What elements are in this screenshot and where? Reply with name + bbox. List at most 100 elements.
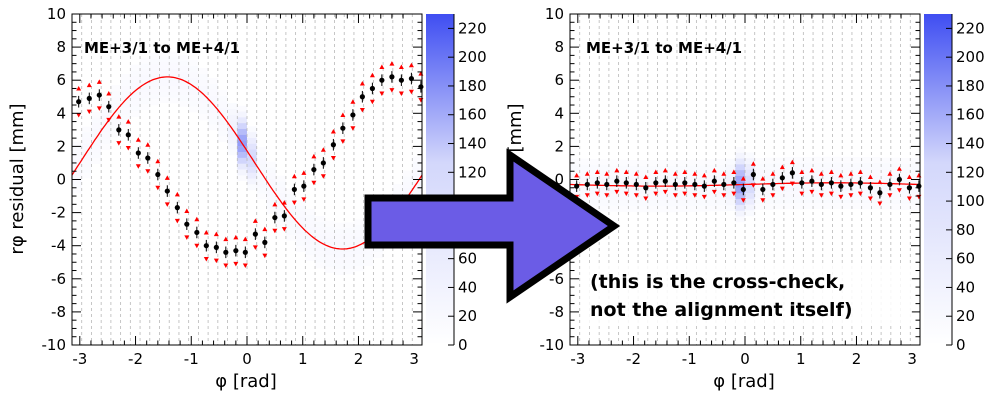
density-cell (315, 257, 325, 263)
upper-bound-marker (389, 61, 395, 66)
data-point (672, 181, 678, 188)
density-cell (833, 203, 843, 209)
density-cell (755, 164, 765, 170)
x-tick-label: -2 (626, 350, 641, 368)
x-tick-label: -1 (184, 350, 199, 368)
density-cell (852, 197, 862, 203)
density-cell (208, 78, 218, 84)
upper-bound-marker (281, 200, 287, 205)
density-cell (354, 237, 364, 243)
upper-bound-marker (574, 172, 580, 178)
upper-bound-marker (721, 171, 727, 176)
lower-bound-marker (779, 186, 785, 192)
density-cell (237, 123, 247, 129)
density-cell (648, 160, 658, 166)
density-cell (198, 103, 208, 109)
density-cell (687, 160, 697, 166)
density-cell (82, 167, 92, 173)
density-cell (296, 205, 306, 211)
density-cell (891, 158, 901, 164)
density-cell (696, 165, 706, 171)
density-cell (169, 98, 179, 104)
density-cell (735, 158, 745, 165)
density-cell (305, 215, 315, 221)
lower-bound-marker (418, 98, 424, 103)
density-cell (609, 200, 619, 206)
density-cell (286, 235, 296, 241)
density-cell (169, 69, 179, 75)
density-cell (247, 172, 257, 179)
upper-bound-marker (740, 176, 746, 181)
density-cell (784, 198, 794, 204)
density-cell (403, 171, 413, 177)
density-cell (774, 204, 784, 210)
density-cell (266, 173, 276, 179)
panel-title: ME+3/1 to ME+4/1 (586, 39, 742, 57)
x-tick-label: -2 (128, 350, 143, 368)
density-cell (140, 63, 150, 69)
data-point (86, 95, 92, 102)
density-cell (150, 88, 160, 94)
density-cell (160, 68, 170, 74)
upper-bound-marker (311, 153, 317, 159)
density-cell (658, 206, 668, 212)
density-cell (745, 187, 755, 194)
density-cell (140, 104, 150, 110)
density-cell (599, 200, 609, 206)
data-point (857, 180, 863, 186)
density-cell (335, 269, 345, 275)
density-cell (628, 206, 638, 212)
density-cell (257, 194, 267, 200)
density-cell (735, 170, 745, 176)
lower-bound-marker (740, 198, 746, 203)
density-cell (599, 159, 609, 165)
density-cell (784, 204, 794, 210)
lower-bound-marker (643, 196, 649, 202)
density-cell (160, 63, 170, 69)
density-cell (179, 89, 189, 95)
y-tick-label: 2 (554, 137, 564, 155)
data-point (692, 181, 698, 188)
density-cell (609, 194, 619, 200)
density-cell (364, 254, 374, 260)
density-cell (794, 203, 804, 209)
density-cell (237, 157, 247, 164)
density-cell (862, 203, 872, 209)
x-tick-label: -1 (682, 350, 697, 368)
density-cell (725, 176, 736, 182)
data-point (604, 181, 610, 188)
density-cell (82, 132, 92, 138)
upper-bound-marker (682, 169, 688, 175)
density-cell (179, 72, 189, 78)
density-cell (121, 109, 131, 115)
lower-bound-marker (86, 109, 92, 115)
upper-bound-marker (174, 191, 180, 197)
density-cell (130, 76, 140, 82)
density-cell (315, 262, 325, 268)
density-cell (354, 254, 364, 260)
upper-bound-marker (614, 167, 620, 173)
density-cell (198, 109, 208, 115)
density-cell (862, 169, 872, 175)
density-cell (735, 187, 745, 194)
lower-bound-marker (213, 258, 219, 264)
colorbar-tick-label: 0 (956, 336, 966, 354)
upper-bound-marker (213, 231, 219, 237)
density-cell (101, 109, 111, 115)
density-cell (315, 251, 325, 257)
density-cell (638, 160, 648, 166)
density-cell (764, 163, 774, 169)
density-cell (833, 157, 843, 163)
upper-bound-marker (125, 119, 131, 124)
data-point (369, 85, 375, 92)
data-point (203, 243, 209, 249)
density-cell (218, 130, 228, 136)
density-cell (189, 66, 199, 72)
lower-bound-marker (789, 181, 795, 187)
x-axis-title: φ [rad] (713, 371, 775, 392)
density-cell (823, 197, 833, 203)
density-cell (735, 204, 745, 211)
lower-bound-marker (848, 193, 854, 198)
